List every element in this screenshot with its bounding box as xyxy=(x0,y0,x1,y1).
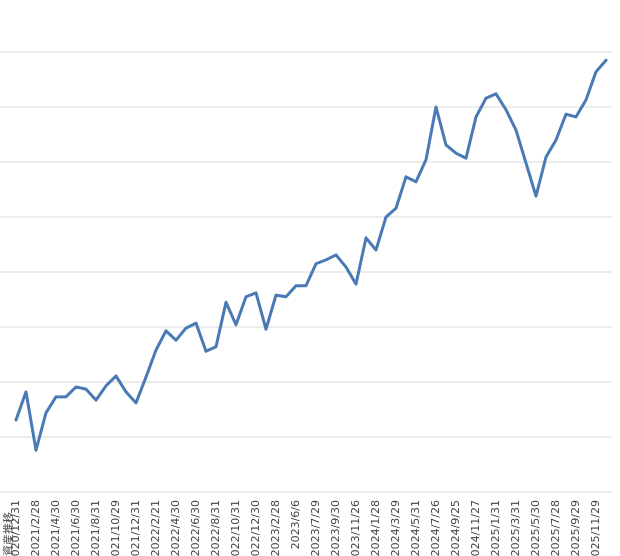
x-tick-label: 2021/8/31 xyxy=(89,500,102,556)
x-tick-label: 2021/6/30 xyxy=(69,500,82,556)
x-tick-label: 2023/7/29 xyxy=(309,500,322,556)
y-axis-label: 資産推移 xyxy=(1,512,15,556)
x-tick-label: 2024/5/31 xyxy=(409,500,422,556)
x-tick-label: 2025/7/28 xyxy=(549,500,562,556)
x-tick-label: 2024/3/29 xyxy=(389,500,402,556)
x-tick-label: 2024/1/28 xyxy=(369,500,382,556)
x-tick-label: 2025/9/29 xyxy=(569,500,582,556)
x-tick-label: 2024/11/27 xyxy=(469,500,482,556)
x-tick-label: 2022/10/31 xyxy=(229,500,242,556)
x-tick-label: 2022/8/31 xyxy=(209,500,222,556)
x-tick-label: 2021/4/30 xyxy=(49,500,62,556)
x-tick-label: 2025/11/29 xyxy=(589,500,602,556)
x-tick-label: 2023/2/28 xyxy=(269,500,282,556)
x-tick-label: 2024/7/26 xyxy=(429,500,442,556)
x-tick-label: 2023/11/26 xyxy=(349,500,362,556)
x-tick-label: 2025/3/31 xyxy=(509,500,522,556)
x-tick-label: 2022/12/30 xyxy=(249,500,262,556)
x-tick-label: 2022/4/30 xyxy=(169,500,182,556)
x-tick-label: 2023/9/30 xyxy=(329,500,342,556)
x-tick-label: 2022/6/30 xyxy=(189,500,202,556)
x-tick-label: 2023/6/6 xyxy=(289,500,302,549)
x-tick-label: 2025/1/31 xyxy=(489,500,502,556)
x-tick-label: 2020/12/31 xyxy=(9,500,22,556)
x-tick-label: 2024/9/25 xyxy=(449,500,462,556)
x-tick-label: 2022/2/21 xyxy=(149,500,162,556)
x-tick-label: 2025/5/30 xyxy=(529,500,542,556)
line-series xyxy=(14,58,608,452)
x-tick-label: 2021/10/29 xyxy=(109,500,122,556)
x-tick-label: 2021/2/28 xyxy=(29,500,42,556)
x-tick-label: 2021/12/31 xyxy=(129,500,142,556)
